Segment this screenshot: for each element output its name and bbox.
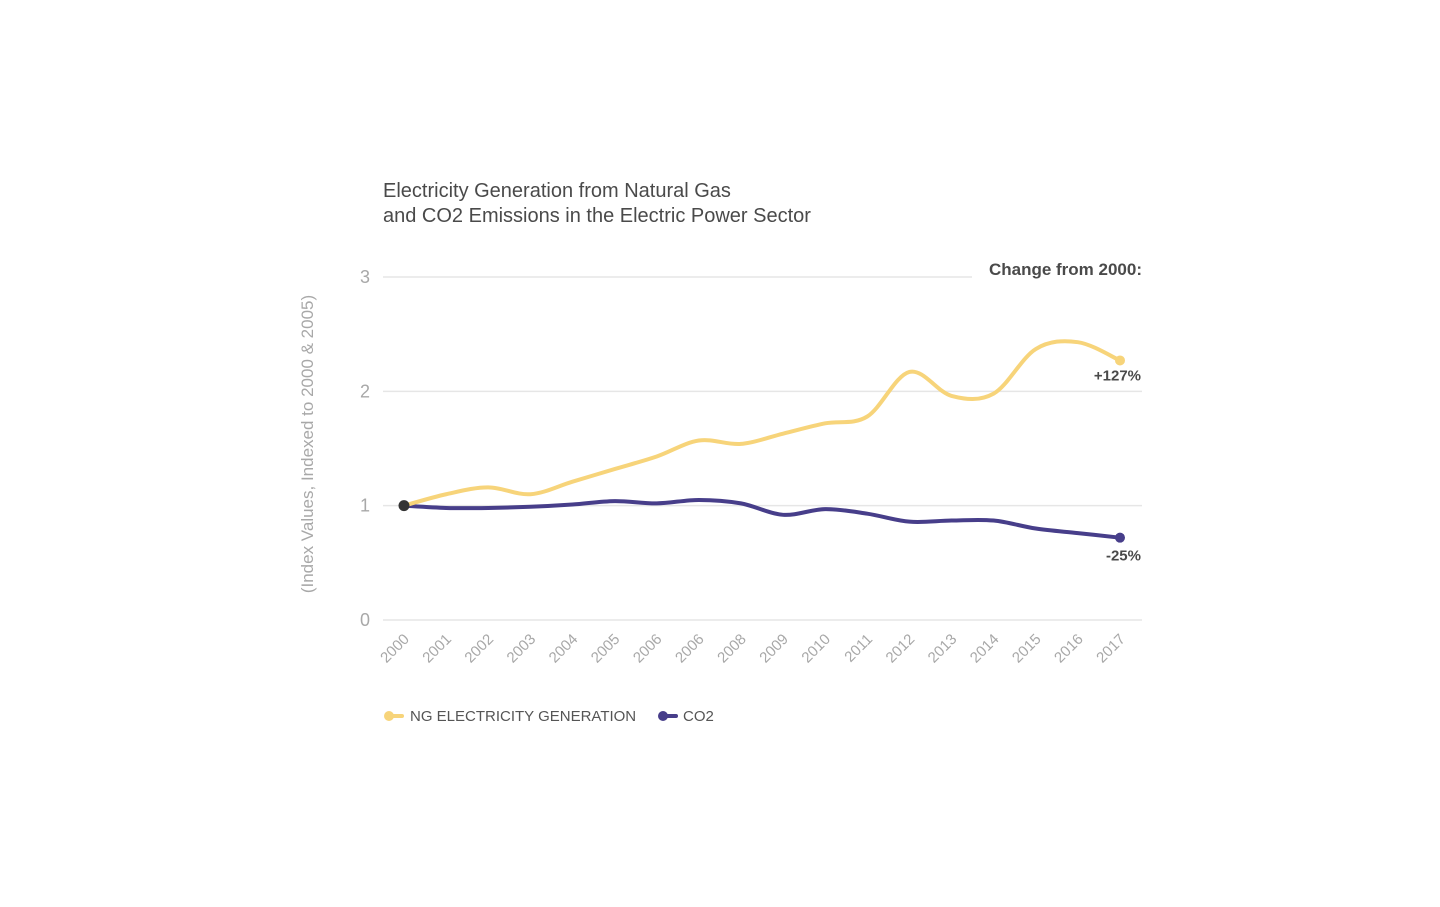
- x-tick-label: 2006: [630, 631, 666, 667]
- x-tick-label: 2002: [461, 631, 497, 667]
- y-tick-label: 3: [360, 267, 370, 287]
- x-tick-label: 2004: [546, 631, 582, 667]
- change-annotation-title: Change from 2000:: [989, 260, 1142, 279]
- x-tick-label: 2000: [377, 631, 413, 667]
- x-tick-label: 2005: [588, 631, 624, 667]
- x-tick-label: 2010: [798, 631, 834, 667]
- series-line-ng-generation: [402, 339, 1122, 508]
- x-tick-label: 2009: [756, 631, 792, 667]
- start-point-marker: [398, 500, 410, 512]
- legend-item-co2-marker: [658, 711, 668, 721]
- series-end-point-co2: [1115, 532, 1125, 543]
- y-axis-label: (Index Values, Indexed to 2000 & 2005): [298, 295, 317, 593]
- x-tick-label: 2008: [714, 631, 750, 667]
- x-tick-label: 2013: [925, 631, 961, 667]
- legend-item-co2-label: CO2: [683, 708, 714, 725]
- x-tick-label: 2017: [1093, 631, 1129, 667]
- chart-title-line-2: and CO2 Emissions in the Electric Power …: [383, 205, 811, 227]
- x-tick-label: 2014: [967, 631, 1003, 667]
- y-tick-label: 0: [360, 610, 370, 630]
- x-tick-label: 2012: [883, 631, 919, 667]
- y-tick-label: 1: [360, 496, 370, 516]
- x-tick-label: 2001: [419, 631, 455, 667]
- series-line-co2: [402, 497, 1122, 540]
- change-label-co2: -25%: [1106, 548, 1141, 565]
- x-tick-label: 2011: [841, 631, 876, 666]
- x-tick-label: 2006: [672, 631, 708, 667]
- change-label-ng-generation: +127%: [1094, 367, 1141, 384]
- x-tick-label: 2015: [1009, 631, 1045, 667]
- series-end-point-ng-generation: [1115, 355, 1125, 366]
- x-tick-label: 2016: [1051, 631, 1087, 667]
- chart-title-line-1: Electricity Generation from Natural Gas: [383, 180, 731, 202]
- y-tick-label: 2: [360, 381, 370, 401]
- legend-item-ng-generation-marker: [384, 711, 394, 721]
- legend-item-ng-generation-label: NG ELECTRICITY GENERATION: [410, 708, 636, 725]
- x-tick-label: 2003: [504, 631, 540, 667]
